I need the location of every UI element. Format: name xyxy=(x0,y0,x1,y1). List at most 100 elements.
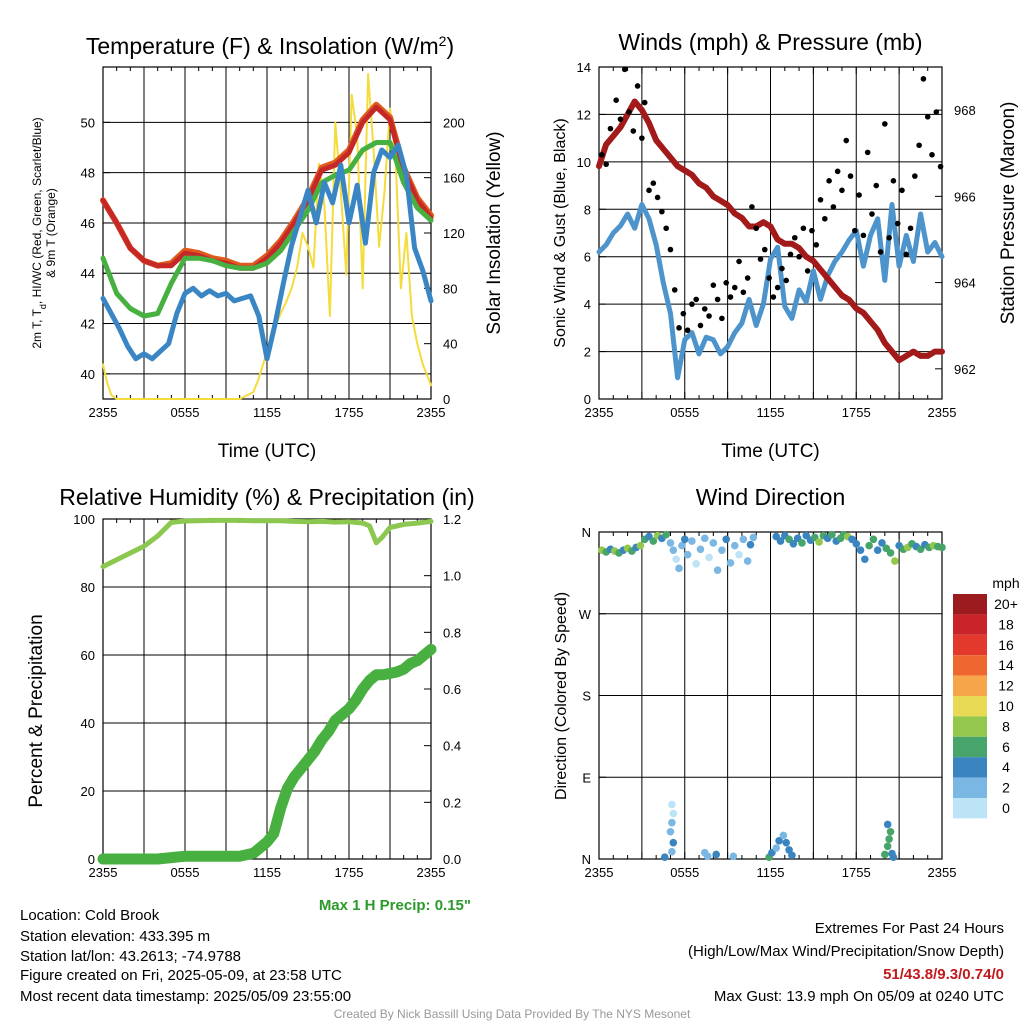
dir-point xyxy=(789,540,798,548)
temp-ytick-right-label: 200 xyxy=(443,115,465,130)
wind-gust-point xyxy=(877,249,884,255)
rh-ytick-label: 60 xyxy=(81,648,95,663)
dir-xtick-label: 2355 xyxy=(928,865,957,880)
wind-gust-point xyxy=(641,99,648,106)
dir-point xyxy=(938,543,946,552)
dir-point xyxy=(865,541,873,550)
temp-ylabel-left: 2m T, Td, HI/WC (Red, Green, Scarlet/Blu… xyxy=(30,117,48,348)
wind-gust-point xyxy=(697,322,704,329)
wind-gust-point xyxy=(646,187,652,194)
wind-gust-point xyxy=(736,258,742,265)
wind-gust-point xyxy=(693,296,699,303)
rh-xtick-label: 2355 xyxy=(89,865,118,880)
wind-ytick-right-label: 964 xyxy=(954,276,976,291)
rh-humidity-line xyxy=(100,517,434,570)
wind-gust-point xyxy=(839,187,845,194)
temp-ylabel-left-2: & 9m T (Orange) xyxy=(44,188,58,278)
wind-gust-point xyxy=(929,151,935,158)
dir-point xyxy=(730,541,739,550)
dir-point xyxy=(696,545,705,554)
dir-point xyxy=(885,835,893,843)
temp-title: Temperature (F) & Insolation (W/m2) xyxy=(86,33,454,59)
temp-hiwc-line xyxy=(100,142,434,362)
dir-point xyxy=(649,537,658,545)
dir-point xyxy=(688,537,696,545)
dir-point xyxy=(666,539,675,547)
temp-xtick-label: 0555 xyxy=(171,405,200,420)
info-elevation: Station elevation: 433.395 m xyxy=(20,928,211,945)
wind-gust-point xyxy=(684,327,691,334)
temp-xtick-label: 1755 xyxy=(335,405,364,420)
rh-ytick-right-label: 1.0 xyxy=(443,569,461,584)
wind-gust-point xyxy=(626,109,632,115)
dir-point xyxy=(692,559,700,568)
wind-gust-point xyxy=(912,173,918,179)
wind-gust-point xyxy=(869,211,875,217)
temp-ylabel-part: , HI/WC (Red, Green, Scarlet/Blue) xyxy=(30,117,44,304)
dir-title: Wind Direction xyxy=(696,484,846,510)
wind-title: Winds (mph) & Pressure (mb) xyxy=(618,29,922,55)
wind-gust-point xyxy=(749,204,755,210)
rh-precip-line xyxy=(97,643,437,865)
dir-point xyxy=(726,559,735,567)
rh-ytick-right-label: 0.4 xyxy=(443,739,461,754)
wind-ytick-label: 4 xyxy=(584,297,591,312)
wind-gust-point xyxy=(903,251,910,258)
dir-legend-swatch xyxy=(953,655,987,676)
wind-gust-point xyxy=(933,109,940,115)
dir-point xyxy=(815,538,823,546)
wind-gust-point xyxy=(757,256,764,262)
dir-point xyxy=(678,541,686,550)
wind-gust-point xyxy=(796,253,802,260)
wind-gust-point xyxy=(779,265,785,272)
wind-ytick-label: 0 xyxy=(584,392,591,407)
dir-xtick-label: 2355 xyxy=(585,865,614,880)
dir-ytick-label: N xyxy=(582,525,591,540)
temp-title-sup: 2 xyxy=(439,33,447,49)
dir-legend-swatch xyxy=(953,736,987,758)
dir-point xyxy=(873,546,882,554)
rh-ytick-right-label: 1.2 xyxy=(443,512,461,527)
dir-point xyxy=(662,530,670,539)
wind-gust-point xyxy=(800,225,807,232)
wind-ytick-label: 14 xyxy=(577,60,591,75)
wind-gust-point xyxy=(924,114,931,120)
wind-gust-point xyxy=(770,294,777,300)
wind-ytick-label: 8 xyxy=(584,202,591,217)
wind-gust-point xyxy=(719,315,725,322)
rh-frame xyxy=(102,518,432,860)
wind-ytick-right-label: 962 xyxy=(954,362,976,377)
dir-legend-label: 8 xyxy=(1002,718,1010,734)
wind-gust-point xyxy=(774,284,781,291)
dir-point xyxy=(712,850,720,859)
wind-gust-point xyxy=(809,227,815,234)
dir-legend-label: 20+ xyxy=(994,596,1018,612)
temp-ylabel-part: 2m T, T xyxy=(30,308,44,348)
dir-xtick-label: 1755 xyxy=(842,865,871,880)
temp-ytick-right-label: 40 xyxy=(443,337,457,352)
wind-gust-point xyxy=(817,197,824,203)
dir-point xyxy=(776,537,785,545)
wind-gust-point xyxy=(860,232,867,239)
temp-ytick-label: 44 xyxy=(81,266,95,281)
dir-point xyxy=(886,827,895,836)
wind-gust-point xyxy=(843,137,850,144)
dir-point xyxy=(669,546,678,554)
wind-ytick-label: 2 xyxy=(584,345,591,360)
info-location: Location: Cold Brook xyxy=(20,907,160,924)
wind-gust-point xyxy=(856,192,862,198)
wind-gust-point xyxy=(617,116,624,122)
dir-point xyxy=(669,838,678,847)
rh-max-precip-note: Max 1 H Precip: 0.15" xyxy=(319,897,471,914)
dir-point xyxy=(772,844,781,852)
dir-point xyxy=(718,546,726,554)
rh-ylabel-left: Percent & Precipitation xyxy=(26,614,47,807)
credit-line: Created By Nick Bassill Using Data Provi… xyxy=(333,1007,691,1021)
wind-gust-point xyxy=(630,128,637,134)
dir-point xyxy=(722,535,730,544)
info-latlon: Station lat/lon: 43.2613; -74.9788 xyxy=(20,948,242,965)
wind-gust-point xyxy=(937,163,944,170)
wind-ytick-label: 12 xyxy=(577,107,591,122)
dir-point xyxy=(675,564,683,573)
